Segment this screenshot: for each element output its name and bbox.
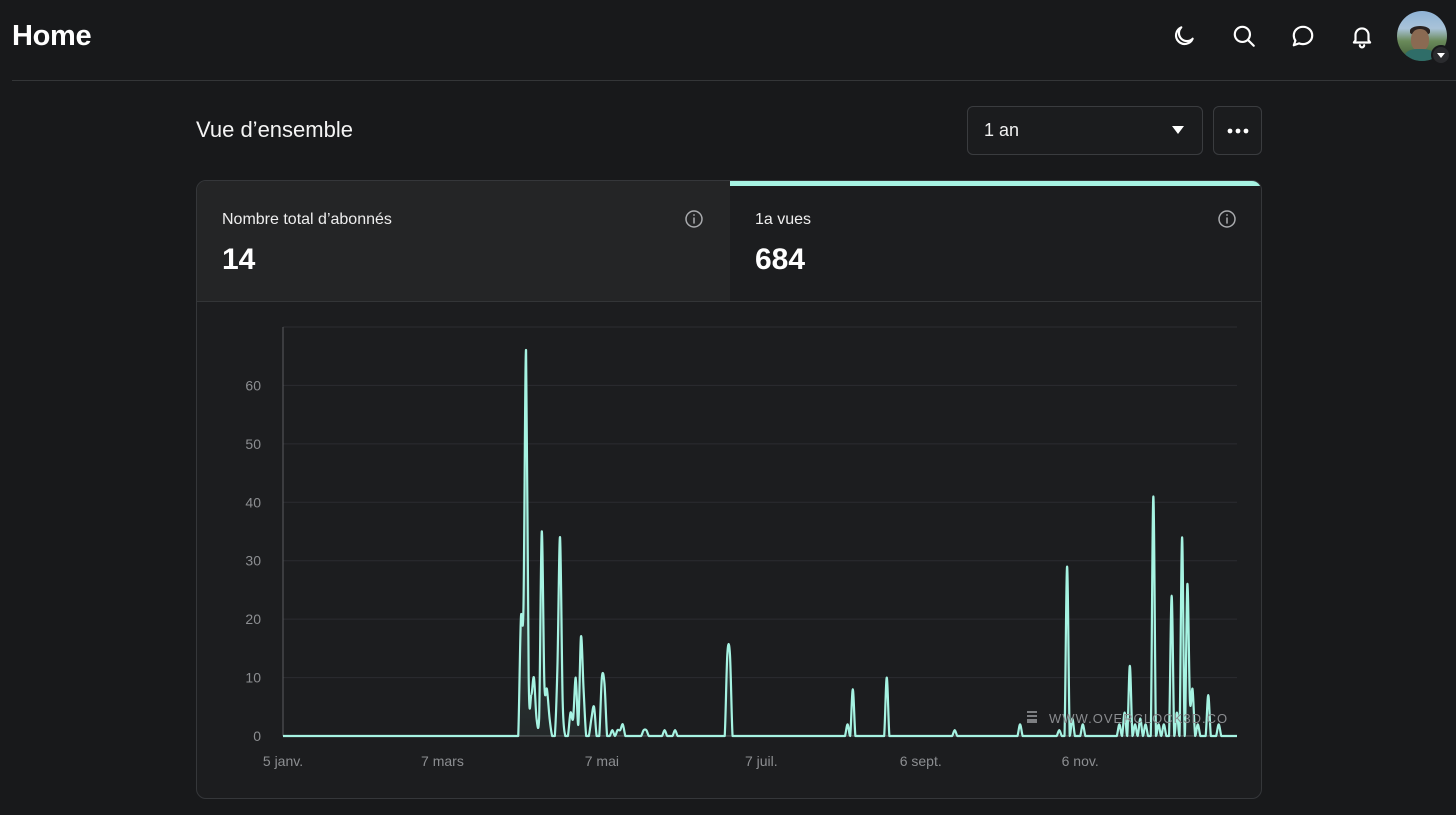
avatar-shirt [1405, 49, 1435, 61]
x-tick-label: 7 juil. [745, 753, 778, 769]
x-tick-label: 6 sept. [900, 753, 942, 769]
search-button[interactable] [1226, 18, 1262, 54]
stat-subscribers[interactable]: Nombre total d’abonnés 14 [197, 181, 730, 301]
y-tick-label: 50 [245, 436, 261, 452]
avatar-face [1411, 29, 1429, 51]
account-menu-button[interactable] [1431, 45, 1451, 65]
overview-title: Vue d’ensemble [196, 117, 353, 142]
y-tick-label: 0 [253, 728, 261, 744]
stat-value: 14 [222, 243, 256, 276]
caret-down-icon [1172, 126, 1184, 134]
page-title: Home [12, 20, 92, 52]
y-tick-label: 10 [245, 670, 261, 686]
bell-icon [1352, 27, 1372, 49]
series-line [283, 349, 1237, 738]
ellipsis-icon [1227, 128, 1248, 133]
watermark-text: WWW.OVERCLOCK3D.CO [1049, 711, 1228, 726]
y-tick-label: 40 [245, 494, 261, 510]
x-tick-label: 5 janv. [263, 753, 303, 769]
x-tick-label: 6 nov. [1062, 753, 1099, 769]
watermark-icon [1027, 719, 1037, 723]
stat-value: 684 [755, 243, 806, 276]
caret-down-icon [1437, 53, 1445, 58]
stat-views[interactable]: 1a vues 684 [730, 181, 1261, 301]
messages-button[interactable] [1285, 18, 1321, 54]
more-options-button[interactable] [1213, 106, 1262, 155]
moon-icon [1174, 26, 1194, 46]
time-range-select[interactable]: 1 an [967, 106, 1203, 155]
watermark-icon [1027, 715, 1037, 717]
stat-label: Nombre total d’abonnés [222, 211, 392, 228]
overview-card: Nombre total d’abonnés 14 1a vues 684 0 1… [196, 180, 1262, 799]
y-tick-label: 30 [245, 553, 261, 569]
selected-tab-indicator [730, 181, 1261, 186]
notifications-button[interactable] [1344, 18, 1380, 54]
top-bar: Home [0, 0, 1456, 81]
series-area [283, 349, 1237, 736]
x-tick-label: 7 mai [585, 753, 619, 769]
theme-toggle-button[interactable] [1166, 18, 1202, 54]
y-tick-label: 60 [245, 377, 261, 393]
stat-label: 1a vues [755, 211, 812, 228]
time-range-value: 1 an [984, 120, 1020, 140]
info-icon[interactable] [1217, 209, 1237, 229]
watermark-icon [1027, 711, 1037, 713]
views-chart[interactable]: 0 10 20 30 40 50 60 5 janv. 7 mars 7 mai 7 juil. 6 … [197, 302, 1262, 799]
chat-bubble-icon [1292, 25, 1314, 47]
y-tick-label: 20 [245, 611, 261, 627]
x-tick-label: 7 mars [421, 753, 464, 769]
card-divider [197, 301, 1261, 302]
info-icon[interactable] [684, 209, 704, 229]
header-divider [12, 80, 1456, 81]
search-icon [1233, 25, 1255, 47]
